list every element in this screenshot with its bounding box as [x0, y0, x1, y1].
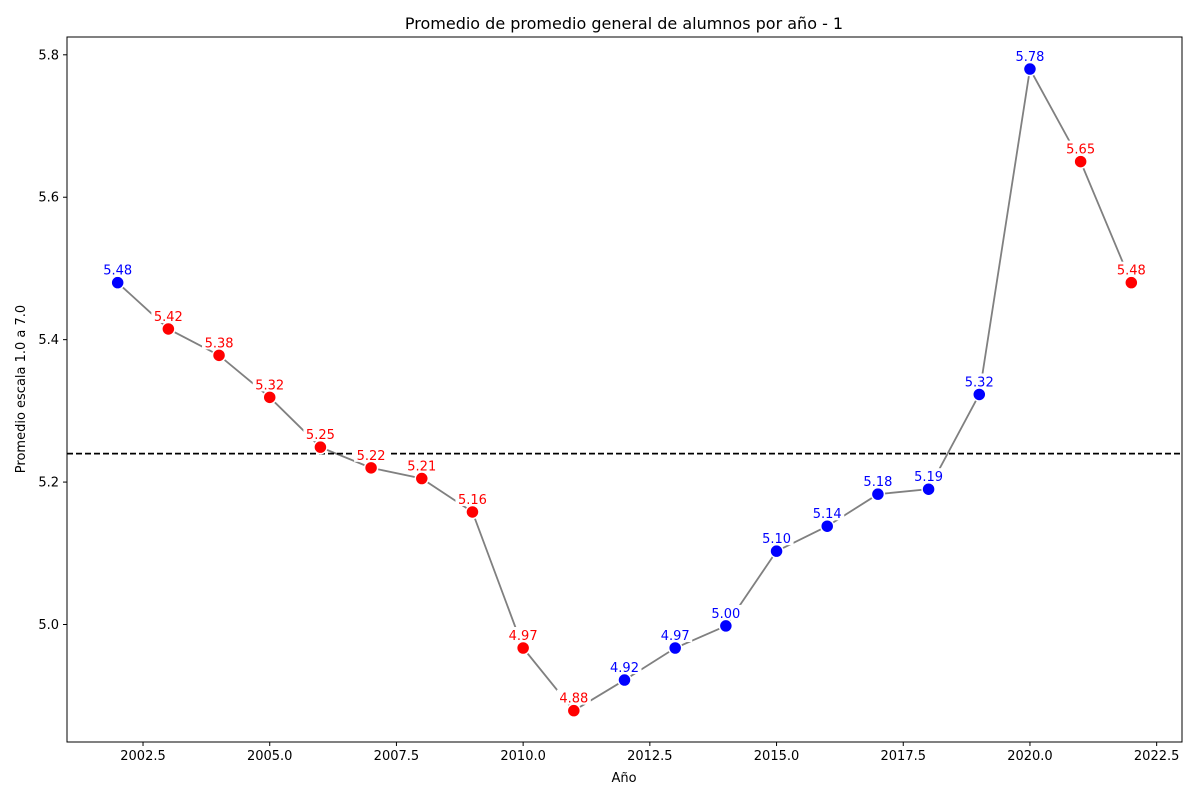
data-label-background: [1063, 140, 1098, 156]
data-label: 5.10: [762, 532, 791, 547]
data-label-background: [303, 426, 338, 442]
x-axis: 2002.5 2005.0 2007.5 2010.0 2012.5 2015.0 2017…: [120, 742, 1179, 764]
chart-title: Promedio de promedio general de alumnos …: [405, 14, 843, 33]
y-axis: 5.0 5.2 5.4 5.6 5.8: [38, 48, 67, 633]
x-tick-label: 2005.0: [247, 749, 293, 764]
data-label: 5.78: [1015, 50, 1044, 65]
data-label-background: [962, 373, 997, 389]
x-tick-label: 2010.0: [500, 749, 546, 764]
data-label-background: [556, 689, 591, 705]
data-label: 5.21: [407, 460, 436, 475]
data-label: 5.18: [863, 475, 892, 490]
plot-area: 5.48 5.42 5.38 5.32 5.25 5.22 5.21 5.16 4.97 4.88…: [67, 48, 1182, 718]
y-tick-label: 5.4: [38, 333, 59, 348]
data-label-background: [658, 627, 693, 642]
data-label: 4.92: [610, 661, 639, 676]
plot-frame: [66, 36, 1183, 743]
data-label: 5.14: [813, 507, 842, 522]
data-label: 4.88: [559, 692, 588, 707]
x-tick-label: 2012.5: [627, 749, 673, 764]
data-label-background: [860, 473, 895, 489]
data-label: 4.97: [509, 629, 538, 644]
x-tick-label: 2015.0: [754, 749, 800, 764]
data-label-background: [151, 307, 186, 323]
data-label-background: [100, 261, 135, 277]
data-label-background: [810, 505, 845, 521]
data-label-background: [607, 659, 642, 675]
data-label: 5.19: [914, 470, 943, 485]
y-axis-label: Promedio escala 1.0 a 7.0: [14, 305, 29, 473]
data-label-background: [404, 457, 439, 473]
x-tick-label: 2017.5: [881, 749, 927, 764]
data-label: 5.25: [306, 428, 335, 443]
data-label: 5.48: [1117, 264, 1146, 279]
data-label-background: [202, 334, 237, 350]
data-label: 5.32: [255, 378, 284, 393]
x-tick-label: 2002.5: [120, 749, 166, 764]
data-label: 5.32: [965, 375, 994, 390]
x-tick-label: 2007.5: [374, 749, 420, 764]
data-label: 5.42: [154, 310, 183, 325]
data-label-background: [708, 604, 743, 620]
data-label: 5.00: [711, 607, 740, 622]
data-label-background: [759, 530, 794, 546]
data-label: 5.65: [1066, 143, 1095, 158]
data-label: 4.97: [661, 629, 690, 644]
data-label-background: [911, 468, 946, 484]
y-tick-label: 5.6: [38, 191, 59, 206]
y-tick-label: 5.2: [38, 476, 59, 491]
x-axis-label: Año: [611, 771, 636, 786]
x-tick-label: 2022.5: [1134, 749, 1180, 764]
data-label: 5.22: [357, 449, 386, 464]
y-tick-label: 5.8: [38, 48, 59, 63]
data-label: 5.48: [103, 264, 132, 279]
data-label-background: [1114, 261, 1149, 277]
y-tick-label: 5.0: [38, 618, 59, 633]
data-label-background: [506, 627, 541, 642]
data-label-background: [1012, 48, 1047, 64]
data-label: 5.38: [205, 336, 234, 351]
data-label-background: [252, 376, 287, 392]
data-label: 5.16: [458, 493, 487, 508]
data-label-background: [455, 490, 490, 506]
data-label-background: [354, 446, 389, 462]
x-tick-label: 2020.0: [1007, 749, 1053, 764]
